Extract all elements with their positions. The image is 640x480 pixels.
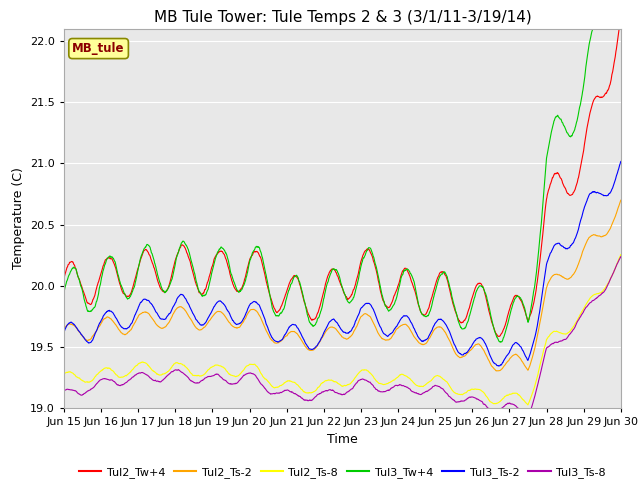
Tul2_Ts-2 <box>617 197 625 203</box>
Tul2_Ts-8 <box>296 385 304 391</box>
Tul2_Tw+4 <box>495 334 503 339</box>
Tul2_Ts-2 <box>493 368 500 374</box>
Tul2_Tw+4 <box>308 317 316 323</box>
Tul2_Ts-2 <box>103 314 111 320</box>
Tul3_Tw+4 <box>497 339 505 345</box>
Tul2_Ts-8 <box>60 371 68 377</box>
Tul3_Tw+4 <box>377 287 385 292</box>
Tul2_Ts-8 <box>318 380 326 386</box>
Tul3_Ts-2 <box>377 325 385 331</box>
Tul3_Tw+4 <box>296 282 304 288</box>
Tul3_Tw+4 <box>126 294 134 300</box>
Tul3_Ts-8 <box>103 376 111 382</box>
Tul3_Ts-2 <box>308 347 316 352</box>
Tul2_Tw+4 <box>617 14 625 20</box>
Y-axis label: Temperature (C): Temperature (C) <box>12 168 24 269</box>
Tul3_Ts-2 <box>495 363 502 369</box>
Line: Tul2_Tw+4: Tul2_Tw+4 <box>64 17 621 336</box>
Tul2_Ts-8 <box>524 402 532 408</box>
Tul3_Tw+4 <box>103 256 111 262</box>
Tul2_Ts-8 <box>617 252 625 257</box>
Tul3_Tw+4 <box>318 305 326 311</box>
Tul3_Ts-2 <box>103 309 111 314</box>
Tul3_Tw+4 <box>60 289 68 295</box>
Tul3_Tw+4 <box>308 322 316 328</box>
Tul2_Ts-8 <box>126 370 134 375</box>
Tul2_Tw+4 <box>60 276 68 281</box>
Tul3_Ts-8 <box>377 389 385 395</box>
Tul2_Tw+4 <box>377 289 385 295</box>
Tul3_Ts-2 <box>60 329 68 335</box>
Title: MB Tule Tower: Tule Temps 2 & 3 (3/1/11-3/19/14): MB Tule Tower: Tule Temps 2 & 3 (3/1/11-… <box>154 10 531 25</box>
Tul2_Ts-2 <box>377 334 385 340</box>
Tul2_Ts-2 <box>296 335 304 341</box>
Line: Tul3_Tw+4: Tul3_Tw+4 <box>64 17 621 342</box>
Tul2_Ts-2 <box>60 326 68 332</box>
Tul3_Tw+4 <box>594 14 602 20</box>
Tul3_Ts-2 <box>126 323 134 329</box>
Tul3_Ts-8 <box>126 377 134 383</box>
Tul3_Ts-8 <box>60 388 68 394</box>
Line: Tul3_Ts-8: Tul3_Ts-8 <box>64 257 621 420</box>
Text: MB_tule: MB_tule <box>72 42 125 55</box>
Line: Tul3_Ts-2: Tul3_Ts-2 <box>64 161 621 366</box>
Tul3_Ts-2 <box>296 330 304 336</box>
Tul2_Ts-2 <box>318 336 326 341</box>
Tul2_Ts-8 <box>103 365 111 371</box>
Tul2_Tw+4 <box>126 292 134 298</box>
Line: Tul2_Ts-2: Tul2_Ts-2 <box>64 200 621 371</box>
Tul2_Ts-2 <box>126 328 134 334</box>
Tul3_Ts-2 <box>318 335 326 340</box>
Tul2_Ts-8 <box>308 390 316 396</box>
Tul3_Ts-8 <box>318 389 326 395</box>
Legend: Tul2_Tw+4, Tul2_Ts-2, Tul2_Ts-8, Tul3_Tw+4, Tul3_Ts-2, Tul3_Ts-8: Tul2_Tw+4, Tul2_Ts-2, Tul2_Ts-8, Tul3_Tw… <box>75 462 610 480</box>
Tul3_Ts-8 <box>617 254 625 260</box>
Tul2_Ts-2 <box>308 348 316 353</box>
Tul2_Tw+4 <box>318 296 326 302</box>
Tul2_Ts-8 <box>377 381 385 386</box>
Tul3_Tw+4 <box>617 14 625 20</box>
Tul3_Ts-8 <box>524 417 532 422</box>
Tul3_Ts-8 <box>308 397 316 403</box>
Line: Tul2_Ts-8: Tul2_Ts-8 <box>64 254 621 405</box>
Tul2_Tw+4 <box>103 255 111 261</box>
Tul3_Ts-8 <box>296 394 304 399</box>
X-axis label: Time: Time <box>327 432 358 445</box>
Tul3_Ts-2 <box>617 158 625 164</box>
Tul2_Tw+4 <box>296 283 304 288</box>
